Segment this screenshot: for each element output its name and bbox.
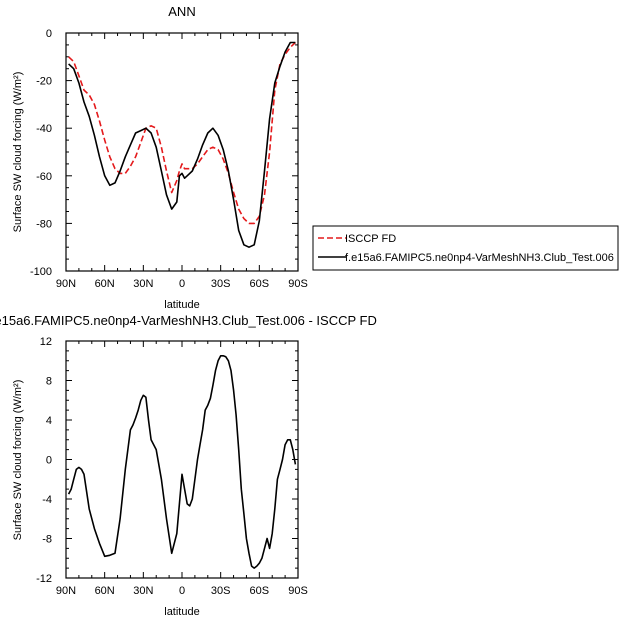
top-x-tick-label: 90N xyxy=(56,278,76,290)
top-chart-title: ANN xyxy=(168,4,195,19)
legend: ISCCP FD f.e15a6.FAMIPC5.ne0np4-VarMeshN… xyxy=(312,225,619,271)
top-y-tick-label: 0 xyxy=(46,28,52,40)
legend-box xyxy=(312,225,619,271)
legend-label-isccp: ISCCP FD xyxy=(345,233,396,245)
top-x-tick-label: 60S xyxy=(250,278,270,290)
bottom-x-tick-label: 0 xyxy=(179,585,185,597)
top-x-tick-label: 30N xyxy=(133,278,153,290)
bottom-x-tick-label: 90S xyxy=(288,585,308,597)
top-panel: ANN 90N 60N 30N 0 30S 60S 90S 0 -20 -40 -60 -80 -100… xyxy=(12,4,308,311)
bottom-plot-area: 90N 60N 30N 0 30S 60S 90S 12 8 4 0 -4 -8 -12 xyxy=(36,336,308,597)
bottom-x-tick-label: 60S xyxy=(250,585,270,597)
bottom-panel: f.e15a6.FAMIPC5.ne0np4-VarMeshNH3.Club_T… xyxy=(0,313,377,618)
top-x-axis-label: latitude xyxy=(164,299,199,311)
bottom-plot-frame xyxy=(65,340,299,579)
bottom-y-tick-label: -8 xyxy=(42,534,52,546)
top-plot-area: 90N 60N 30N 0 30S 60S 90S 0 -20 -40 -60 -80 -100 xyxy=(30,28,308,290)
bottom-y-tick-label: -4 xyxy=(42,494,52,506)
top-x-tick-label: 90S xyxy=(288,278,308,290)
top-y-tick-label: -80 xyxy=(36,218,52,230)
bottom-x-tick-label: 90N xyxy=(56,585,76,597)
top-x-tick-label: 60N xyxy=(95,278,115,290)
legend-label-model: f.e15a6.FAMIPC5.ne0np4-VarMeshNH3.Club_T… xyxy=(345,252,614,264)
top-y-tick-label: -100 xyxy=(30,266,52,278)
top-y-tick-label: -60 xyxy=(36,171,52,183)
bottom-y-tick-label: 0 xyxy=(46,455,52,467)
top-x-tick-label: 0 xyxy=(179,278,185,290)
bottom-x-tick-label: 60N xyxy=(95,585,115,597)
bottom-series-line-0 xyxy=(67,354,297,569)
top-series-line-0 xyxy=(68,41,296,225)
bottom-y-tick-label: 8 xyxy=(46,376,52,388)
top-y-tick-label: -40 xyxy=(36,123,52,135)
top-x-tick-label: 30S xyxy=(211,278,231,290)
bottom-y-tick-label: 4 xyxy=(46,415,52,427)
bottom-y-axis-label: Surface SW cloud forcing (W/m²) xyxy=(12,380,24,541)
top-y-tick-label: -20 xyxy=(36,76,52,88)
bottom-x-axis-label: latitude xyxy=(164,606,199,618)
top-y-axis-label: Surface SW cloud forcing (W/m²) xyxy=(12,72,24,233)
bottom-x-tick-label: 30N xyxy=(133,585,153,597)
top-plot-frame xyxy=(65,32,299,272)
bottom-y-tick-label: 12 xyxy=(40,336,52,348)
top-series-line-1 xyxy=(68,41,296,248)
bottom-chart-title: f.e15a6.FAMIPC5.ne0np4-VarMeshNH3.Club_T… xyxy=(0,313,377,328)
bottom-x-tick-label: 30S xyxy=(211,585,231,597)
bottom-y-tick-label: -12 xyxy=(36,573,52,585)
